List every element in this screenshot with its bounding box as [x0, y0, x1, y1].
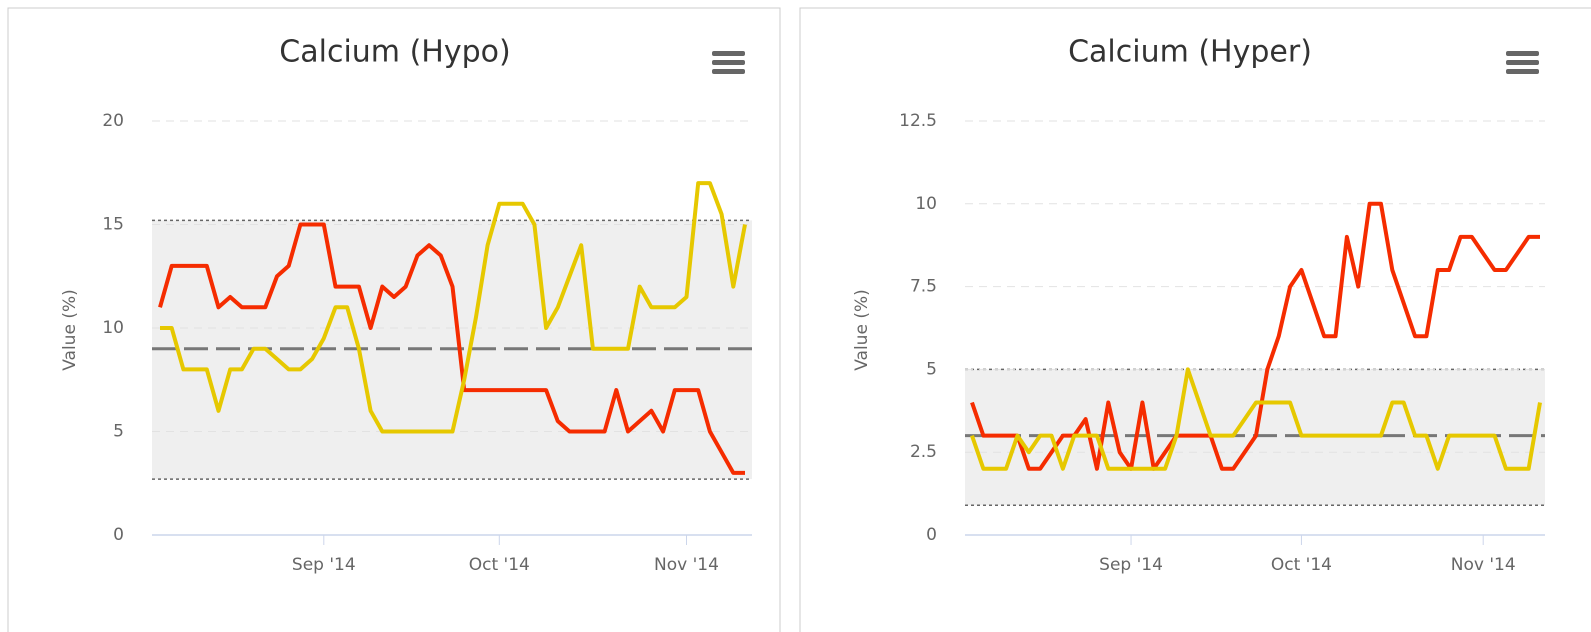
- y-tick-label: 0: [113, 525, 124, 545]
- y-tick-label: 10: [915, 194, 937, 214]
- y-tick-label: 5: [926, 359, 937, 379]
- y-tick-label: 0: [926, 525, 937, 545]
- y-tick-label: 15: [102, 215, 124, 235]
- y-tick-label: 10: [102, 318, 124, 338]
- x-tick-label: Sep '14: [292, 555, 356, 575]
- chart-title: Calcium (Hyper): [1068, 35, 1312, 70]
- series-line: [970, 367, 1542, 471]
- menu-button[interactable]: [712, 51, 745, 74]
- x-tick-label: Oct '14: [1271, 555, 1332, 575]
- y-axis-title: Value (%): [60, 289, 80, 371]
- menu-button[interactable]: [1506, 51, 1539, 74]
- y-tick-label: 20: [102, 111, 124, 131]
- chart-title: Calcium (Hypo): [279, 35, 510, 70]
- series-line: [158, 222, 745, 475]
- x-tick-label: Sep '14: [1099, 555, 1163, 575]
- y-tick-label: 7.5: [910, 277, 937, 297]
- y-tick-label: 12.5: [899, 111, 937, 131]
- x-tick-label: Nov '14: [654, 555, 719, 575]
- y-tick-label: 5: [113, 422, 124, 442]
- panel: [799, 7, 1591, 632]
- series-line: [970, 201, 1540, 471]
- y-axis-title: Value (%): [852, 289, 872, 371]
- y-tick-label: 2.5: [910, 442, 937, 462]
- x-tick-label: Oct '14: [469, 555, 530, 575]
- series-line: [160, 181, 747, 434]
- x-tick-label: Nov '14: [1451, 555, 1516, 575]
